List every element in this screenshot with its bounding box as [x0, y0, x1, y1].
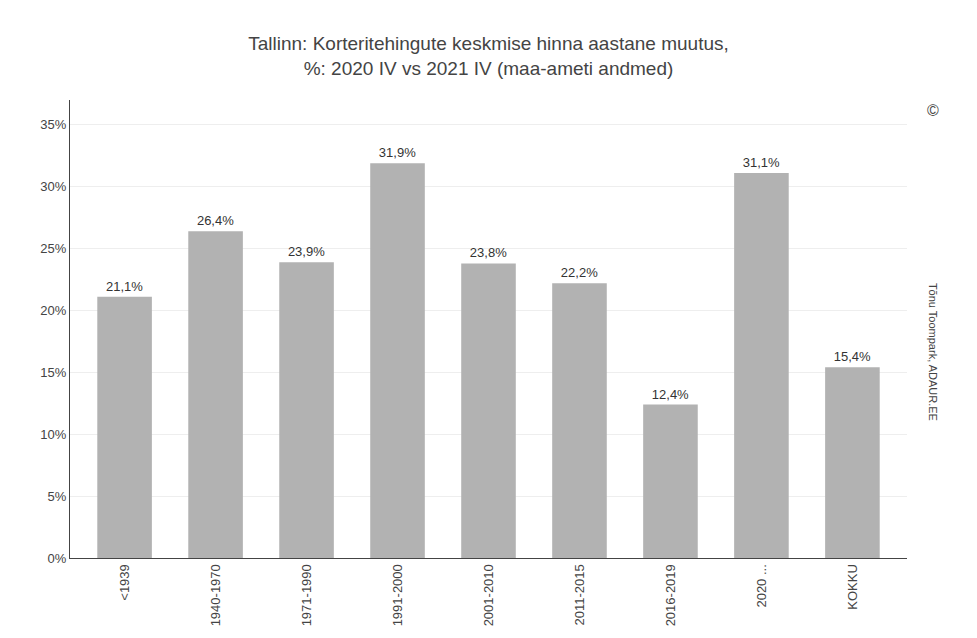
svg-text:1971-1990: 1971-1990 — [299, 564, 314, 626]
svg-text:20%: 20% — [40, 303, 66, 318]
svg-text:30%: 30% — [40, 179, 66, 194]
svg-text:10%: 10% — [40, 427, 66, 442]
svg-text:31,1%: 31,1% — [743, 155, 780, 170]
svg-text:1991-2000: 1991-2000 — [390, 564, 405, 626]
svg-text:21,1%: 21,1% — [106, 279, 143, 294]
svg-text:31,9%: 31,9% — [379, 145, 416, 160]
svg-text:2001-2010: 2001-2010 — [481, 564, 496, 626]
svg-text:1940-1970: 1940-1970 — [208, 564, 223, 626]
svg-text:23,8%: 23,8% — [470, 245, 507, 260]
svg-text:15,4%: 15,4% — [834, 349, 871, 364]
svg-text:KOKKU: KOKKU — [845, 564, 860, 610]
svg-text:Tõnu Toompark, ADAUR.EE: Tõnu Toompark, ADAUR.EE — [927, 283, 939, 421]
svg-text:15%: 15% — [40, 365, 66, 380]
svg-text:Tallinn: Korteritehingute kesk: Tallinn: Korteritehingute keskmise hinna… — [248, 33, 729, 79]
svg-text:<1939: <1939 — [117, 564, 132, 601]
svg-text:12,4%: 12,4% — [652, 387, 689, 402]
svg-text:2016-2019: 2016-2019 — [663, 564, 678, 626]
svg-text:35%: 35% — [40, 117, 66, 132]
svg-text:0%: 0% — [48, 551, 67, 566]
svg-text:26,4%: 26,4% — [197, 213, 234, 228]
svg-text:23,9%: 23,9% — [288, 244, 325, 259]
svg-text:22,2%: 22,2% — [561, 265, 598, 280]
svg-text:2011-2015: 2011-2015 — [572, 564, 587, 625]
svg-text:25%: 25% — [40, 241, 66, 256]
svg-text:5%: 5% — [48, 489, 67, 504]
svg-text:2020 ...: 2020 ... — [754, 564, 769, 607]
svg-text:©: © — [927, 102, 939, 119]
